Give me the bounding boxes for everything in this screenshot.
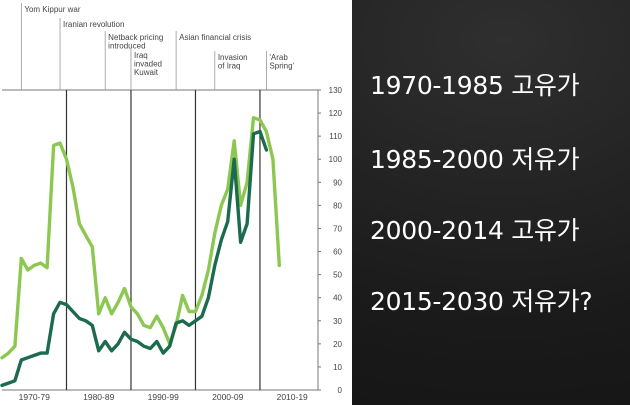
era-label-1985-2000: 1985-2000 저유가 [370, 145, 580, 174]
y-tick-label: 100 [329, 155, 343, 164]
y-tick-label: 130 [329, 86, 343, 95]
y-tick-label: 80 [333, 201, 342, 210]
real-price-line [0, 129, 269, 388]
oil-price-line-chart: 0 10 20 30 40 50 60 70 80 90 100 110 120 130 1970-79 19… [0, 3, 343, 402]
event-label: 'Arab Spring' [269, 53, 294, 71]
event-label: Iranian revolution [63, 20, 124, 29]
y-tick-label: 0 [338, 386, 343, 395]
y-tick-label: 60 [333, 248, 342, 257]
y-tick-label: 30 [333, 317, 342, 326]
y-tick-label: 40 [333, 294, 342, 303]
y-tick-label: 90 [333, 178, 342, 187]
x-tick-label: 1970-79 [19, 392, 50, 402]
x-tick-label: 2000-09 [212, 392, 243, 402]
nominal-price-line [0, 116, 281, 360]
y-tick-label: 70 [333, 224, 342, 233]
event-label: Netback pricing introduced [108, 33, 163, 51]
y-tick-label: 110 [329, 132, 342, 141]
oil-price-chart-panel: 0 10 20 30 40 50 60 70 80 90 100 110 120 130 1970-79 19… [0, 0, 352, 405]
y-tick-label: 10 [333, 363, 342, 372]
event-label: Iraq invaded Kuwait [134, 51, 162, 77]
event-label: Yom Kippur war [24, 5, 81, 14]
era-label-1970-1985: 1970-1985 고유가 [370, 71, 580, 100]
y-tick-label: 120 [329, 109, 343, 118]
era-label-2000-2014: 2000-2014 고유가 [370, 216, 580, 245]
y-tick-label: 50 [333, 271, 342, 280]
y-tick-label: 20 [333, 340, 342, 349]
event-label: Asian financial crisis [179, 33, 251, 42]
era-label-2015-2030: 2015-2030 저유가? [370, 287, 593, 316]
x-tick-label: 1990-99 [148, 392, 179, 402]
event-label: Invasion of Iraq [218, 53, 248, 71]
x-tick-label: 2010-19 [277, 392, 308, 402]
x-tick-label: 1980-89 [83, 392, 114, 402]
